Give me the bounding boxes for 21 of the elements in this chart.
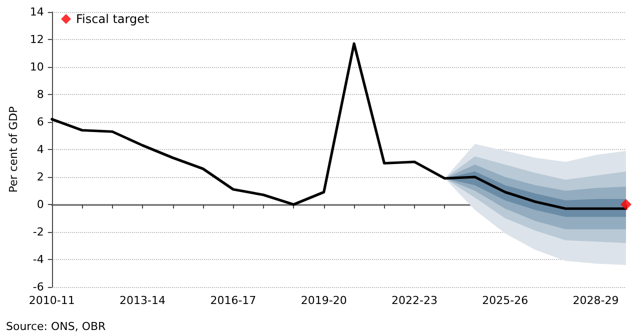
y-tick-label: 10 — [30, 60, 44, 74]
y-tick-label: 6 — [36, 116, 44, 128]
y-tick-label: -4 — [32, 253, 44, 266]
x-tick-label: 2022-23 — [392, 294, 438, 307]
y-tick-label: 8 — [36, 88, 44, 101]
y-tick-label: -2 — [32, 226, 44, 238]
y-axis-title: Per cent of GDP — [7, 106, 20, 193]
y-tick-label: 4 — [36, 143, 44, 156]
legend-label: Fiscal target — [76, 12, 150, 26]
x-tick-label: 2019-20 — [300, 294, 347, 307]
y-tick-label: 14 — [30, 6, 44, 18]
x-tick-label: 2010-11 — [28, 294, 75, 307]
source-note: Source: ONS, OBR — [6, 320, 106, 333]
y-tick-label: 2 — [36, 170, 44, 184]
x-tick-label: 2028-29 — [572, 294, 619, 307]
y-tick-label: 12 — [30, 33, 44, 46]
x-tick-label: 2013-14 — [120, 294, 166, 307]
y-tick-label: -6 — [32, 280, 44, 294]
x-tick-label: 2025-26 — [482, 294, 528, 307]
x-tick-label: 2016-17 — [210, 294, 256, 307]
y-tick-label: 0 — [36, 198, 44, 211]
